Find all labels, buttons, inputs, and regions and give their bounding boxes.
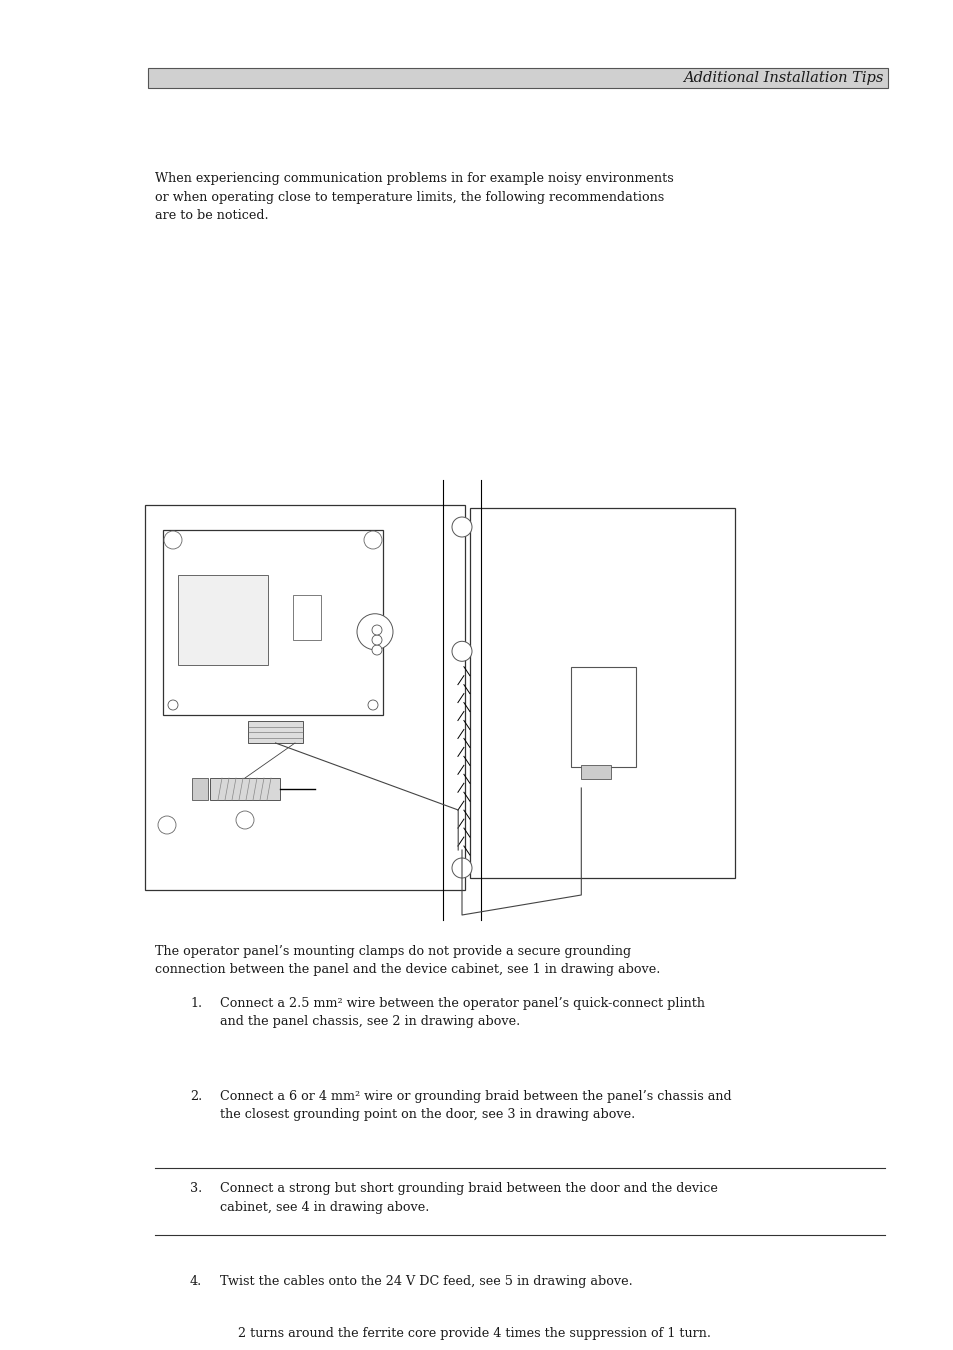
Circle shape — [158, 815, 175, 834]
Bar — [210, 778, 280, 801]
Bar — [145, 505, 464, 890]
Bar — [470, 508, 734, 878]
Circle shape — [372, 634, 381, 645]
Circle shape — [372, 625, 381, 634]
Text: 3.: 3. — [190, 1183, 202, 1195]
Text: When experiencing communication problems in for example noisy environments
or wh: When experiencing communication problems… — [154, 171, 673, 221]
Bar — [163, 531, 382, 716]
Bar — [570, 667, 635, 767]
Text: Additional Installation Tips: Additional Installation Tips — [682, 72, 882, 85]
Text: 4.: 4. — [190, 1274, 202, 1288]
Circle shape — [372, 645, 381, 655]
Text: Twist the cables onto the 24 V DC feed, see 5 in drawing above.: Twist the cables onto the 24 V DC feed, … — [220, 1274, 632, 1288]
Circle shape — [164, 531, 182, 549]
Text: Connect a 2.5 mm² wire between the operator panel’s quick-connect plinth
and the: Connect a 2.5 mm² wire between the opera… — [220, 998, 704, 1029]
Circle shape — [452, 517, 472, 537]
Text: 2.: 2. — [190, 1089, 202, 1103]
Circle shape — [368, 535, 377, 545]
Text: 1.: 1. — [190, 998, 202, 1010]
Text: 2 turns around the ferrite core provide 4 times the suppression of 1 turn.: 2 turns around the ferrite core provide … — [237, 1327, 710, 1341]
Circle shape — [368, 701, 377, 710]
Circle shape — [168, 701, 178, 710]
Bar — [248, 721, 303, 743]
Bar — [178, 575, 268, 666]
Circle shape — [452, 641, 472, 662]
Circle shape — [452, 859, 472, 878]
Circle shape — [235, 811, 253, 829]
Text: Connect a 6 or 4 mm² wire or grounding braid between the panel’s chassis and
the: Connect a 6 or 4 mm² wire or grounding b… — [220, 1089, 731, 1120]
Bar — [580, 765, 610, 779]
Bar — [293, 595, 320, 640]
Circle shape — [356, 614, 393, 649]
Circle shape — [168, 535, 178, 545]
Text: Connect a strong but short grounding braid between the door and the device
cabin: Connect a strong but short grounding bra… — [220, 1183, 717, 1214]
Bar — [148, 68, 887, 88]
Text: The operator panel’s mounting clamps do not provide a secure grounding
connectio: The operator panel’s mounting clamps do … — [154, 945, 659, 976]
Bar — [192, 778, 208, 801]
Circle shape — [364, 531, 381, 549]
